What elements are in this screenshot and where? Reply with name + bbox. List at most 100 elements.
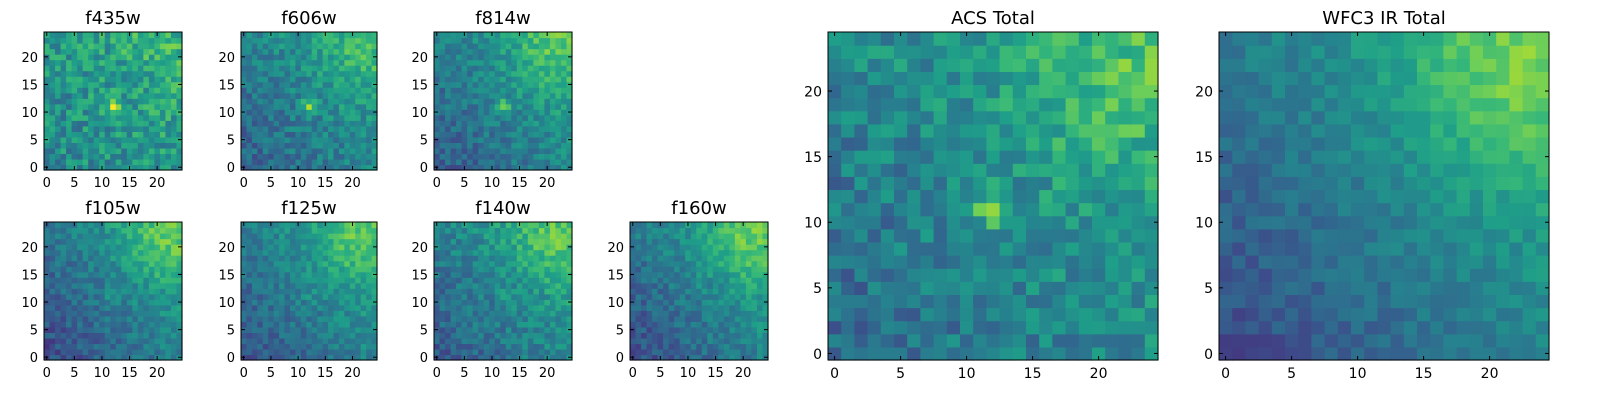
heatmap-cell	[461, 343, 468, 350]
heatmap-cell	[707, 310, 714, 317]
heatmap-cell	[549, 125, 557, 132]
heatmap-cell	[88, 48, 95, 55]
heatmap-cell	[338, 282, 345, 289]
heatmap-cell	[907, 176, 921, 191]
heatmap-cell	[317, 277, 324, 284]
heatmap-cell	[646, 337, 653, 345]
heatmap-cell	[333, 332, 340, 339]
heatmap-cell	[522, 260, 529, 267]
heatmap-cell	[434, 227, 441, 234]
heatmap-cell	[973, 307, 987, 322]
heatmap-cell	[289, 332, 296, 339]
heatmap-cell	[115, 120, 122, 127]
heatmap-cell	[170, 222, 178, 229]
heatmap-cell	[880, 268, 895, 282]
heatmap-cell	[445, 65, 452, 72]
heatmap-cell	[439, 147, 446, 155]
heatmap-cell	[300, 222, 307, 229]
heatmap-cell	[115, 59, 122, 66]
heatmap-cell	[544, 81, 551, 88]
heatmap-cell	[933, 333, 948, 348]
heatmap-cell	[500, 131, 507, 138]
heatmap-cell	[668, 233, 675, 240]
heatmap-cell	[371, 315, 378, 322]
heatmap-cell	[527, 65, 534, 72]
heatmap-cell	[295, 293, 302, 300]
heatmap-cell	[44, 288, 51, 295]
heatmap-cell	[355, 310, 362, 317]
heatmap-cell	[66, 65, 73, 72]
heatmap-cell	[154, 271, 161, 278]
heatmap-cell	[143, 304, 150, 311]
heatmap-cell	[115, 277, 122, 284]
heatmap-cell	[66, 227, 73, 234]
heatmap-cell	[712, 337, 719, 345]
heatmap-cell	[82, 288, 89, 295]
heatmap-cell	[494, 98, 501, 105]
heatmap-cell	[295, 315, 302, 322]
heatmap-cell	[522, 326, 529, 333]
heatmap-cell	[333, 120, 340, 127]
heatmap-cell	[668, 304, 675, 311]
heatmap-cell	[516, 59, 523, 66]
heatmap-cell	[88, 304, 95, 311]
heatmap-cell	[66, 271, 73, 278]
heatmap-cell	[317, 142, 324, 149]
heatmap-cell	[478, 227, 485, 234]
heatmap-cell	[434, 238, 441, 245]
heatmap-cell	[646, 326, 653, 333]
heatmap-cell	[674, 337, 681, 345]
heatmap-cell	[279, 43, 286, 50]
heatmap-cell	[110, 131, 117, 138]
heatmap-cell	[516, 65, 523, 72]
heatmap-cell	[322, 326, 329, 333]
heatmap-cell	[461, 81, 468, 88]
heatmap-cell	[505, 222, 512, 229]
heatmap-cell	[121, 98, 128, 105]
heatmap-cell	[516, 70, 523, 77]
heatmap-cell	[349, 76, 356, 83]
heatmap-cell	[306, 87, 313, 94]
heatmap-cell	[273, 131, 280, 138]
heatmap-cell	[349, 92, 356, 99]
heatmap-cell	[538, 131, 545, 138]
heatmap-cell	[257, 277, 264, 284]
heatmap-cell	[500, 164, 507, 171]
heatmap-cell	[505, 98, 512, 105]
heatmap-cell	[82, 48, 89, 55]
heatmap-cell	[55, 131, 62, 138]
heatmap-cell	[154, 255, 161, 262]
heatmap-cell	[657, 337, 664, 345]
heatmap-cell	[104, 48, 111, 55]
heatmap-cell	[762, 332, 769, 339]
heatmap-cell	[663, 238, 670, 245]
heatmap-cell	[516, 92, 523, 99]
heatmap-cell	[165, 70, 172, 77]
heatmap-cell	[300, 92, 307, 99]
heatmap-cell	[505, 244, 512, 251]
heatmap-cell	[690, 249, 697, 256]
heatmap-cell	[132, 114, 139, 121]
heatmap-cell	[1105, 268, 1119, 282]
heatmap-cell	[148, 109, 155, 116]
heatmap-cell	[663, 288, 670, 295]
heatmap-cell	[999, 281, 1014, 295]
heatmap-cell	[445, 103, 452, 110]
heatmap-cell	[148, 114, 155, 121]
heatmap-cell	[439, 120, 446, 127]
heatmap-cell	[450, 255, 457, 262]
heatmap-cell	[756, 277, 764, 284]
heatmap-cell	[273, 315, 280, 322]
heatmap-cell	[268, 92, 275, 99]
heatmap-cell	[522, 332, 529, 339]
heatmap-cell	[371, 304, 378, 311]
heatmap-cell	[55, 354, 62, 361]
heatmap-cell	[257, 244, 264, 251]
heatmap-cell	[306, 227, 313, 234]
heatmap-cell	[55, 147, 62, 155]
heatmap-cell	[110, 76, 117, 83]
heatmap-cell	[143, 326, 150, 333]
heatmap-cell	[762, 227, 769, 234]
heatmap-cell	[257, 299, 264, 306]
heatmap-cell	[1052, 215, 1067, 230]
